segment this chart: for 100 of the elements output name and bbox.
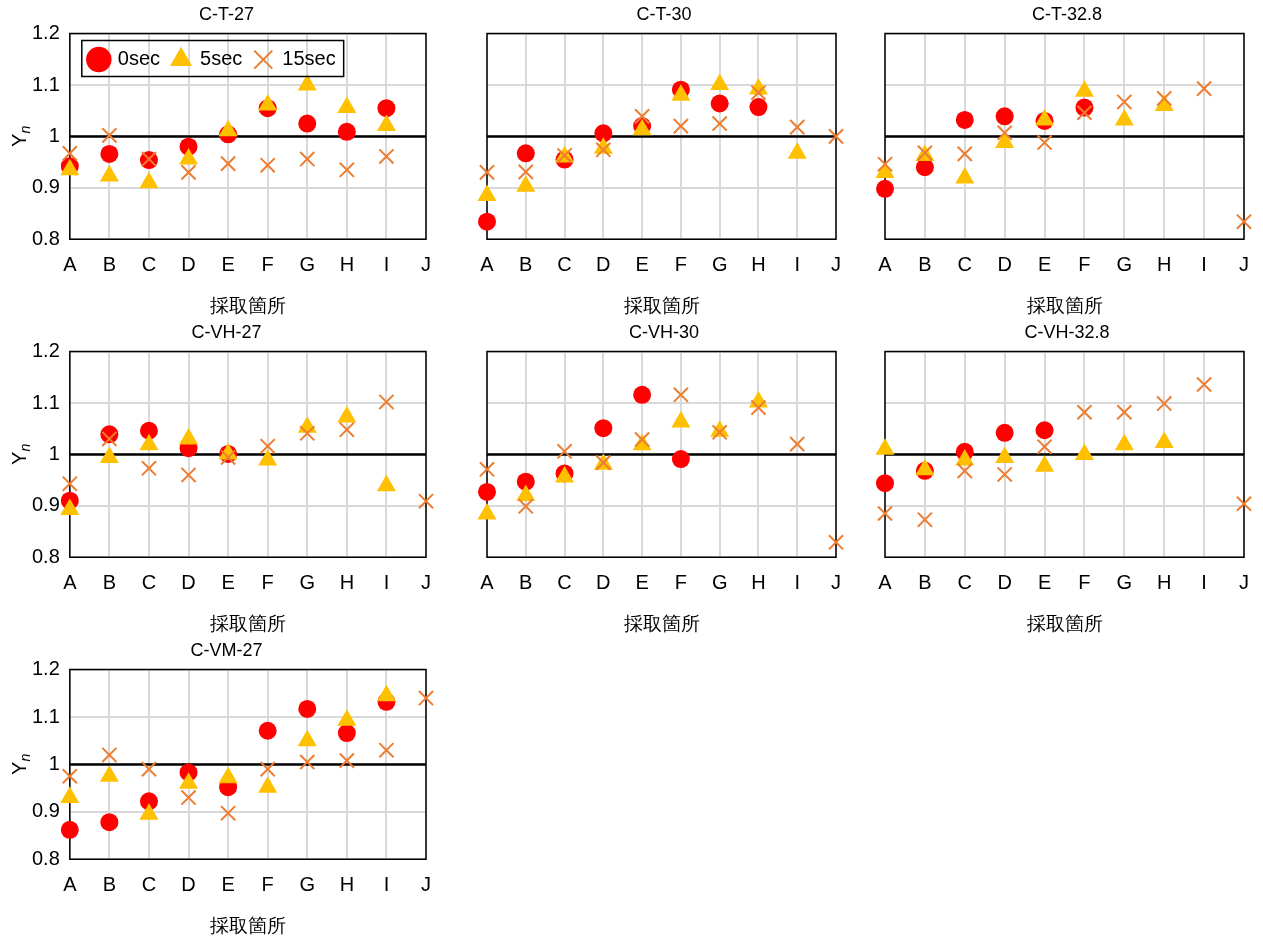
point bbox=[378, 742, 395, 759]
y-tick-label: 1.1 bbox=[31, 72, 60, 95]
point bbox=[876, 474, 894, 493]
point bbox=[789, 436, 806, 453]
point bbox=[376, 114, 396, 132]
x-tick-label: E bbox=[635, 570, 649, 593]
point bbox=[671, 450, 690, 469]
point bbox=[220, 449, 237, 466]
point bbox=[258, 94, 278, 111]
y-tick-label: 1 bbox=[48, 123, 60, 146]
x-tick-label: H bbox=[751, 252, 766, 275]
x-tick-label: G bbox=[299, 252, 316, 275]
x-tick-label: I bbox=[794, 570, 800, 593]
x-tick-label: E bbox=[221, 252, 235, 275]
x-tick-label: I bbox=[794, 252, 800, 275]
point bbox=[299, 150, 316, 168]
x-tick-label: J bbox=[831, 570, 841, 593]
point bbox=[995, 107, 1014, 126]
point bbox=[1235, 213, 1253, 230]
x-tick-label: D bbox=[181, 570, 196, 593]
y-tick-label: 0.8 bbox=[31, 544, 60, 567]
x-axis-title: 採取箇所 bbox=[623, 612, 700, 634]
point bbox=[1196, 80, 1213, 97]
point bbox=[299, 425, 316, 442]
x-tick-label: D bbox=[997, 252, 1012, 275]
point bbox=[258, 721, 277, 740]
x-tick-label: F bbox=[261, 570, 274, 593]
point bbox=[996, 124, 1013, 141]
point bbox=[1156, 90, 1173, 107]
chart-title: C-VH-32.8 bbox=[1024, 321, 1110, 342]
x-tick-label: D bbox=[596, 252, 611, 275]
point bbox=[1116, 404, 1133, 421]
y-tick-label: 0.8 bbox=[31, 846, 60, 869]
point bbox=[711, 115, 728, 132]
x-axis-title: 採取箇所 bbox=[209, 914, 286, 936]
point bbox=[516, 144, 535, 163]
point bbox=[298, 699, 317, 718]
x-tick-label: A bbox=[63, 570, 78, 593]
x-tick-label: J bbox=[421, 252, 431, 275]
y-tick-label: 1 bbox=[48, 751, 60, 774]
point bbox=[750, 84, 767, 101]
point bbox=[633, 385, 652, 404]
x-tick-label: E bbox=[221, 872, 235, 895]
point bbox=[478, 212, 496, 231]
x-tick-label: C bbox=[957, 570, 972, 593]
point bbox=[956, 145, 973, 162]
point bbox=[220, 155, 237, 172]
x-axis-title: 採取箇所 bbox=[209, 612, 286, 634]
x-tick-label: G bbox=[711, 252, 728, 275]
x-tick-label: C bbox=[557, 570, 572, 593]
point bbox=[478, 164, 496, 181]
y-tick-label: 1.2 bbox=[31, 21, 60, 44]
point bbox=[1036, 438, 1053, 455]
x-tick-label: I bbox=[383, 570, 390, 593]
y-tick-label: 1.1 bbox=[31, 390, 60, 413]
point bbox=[61, 475, 78, 492]
point bbox=[1076, 404, 1093, 421]
x-tick-label: G bbox=[299, 570, 316, 593]
x-tick-label: F bbox=[674, 252, 687, 275]
x-tick-label: F bbox=[261, 872, 274, 895]
point bbox=[789, 119, 806, 136]
point bbox=[338, 752, 355, 769]
x-tick-label: H bbox=[339, 570, 355, 593]
point bbox=[827, 534, 845, 551]
x-tick-label: J bbox=[831, 252, 841, 275]
y-tick-label: 0.8 bbox=[31, 226, 60, 249]
x-tick-label: D bbox=[181, 872, 196, 895]
x-tick-label: A bbox=[480, 252, 495, 275]
x-tick-label: J bbox=[1239, 570, 1249, 593]
point bbox=[478, 482, 496, 501]
point bbox=[876, 179, 894, 198]
x-tick-label: E bbox=[1037, 252, 1052, 275]
x-tick-label: C bbox=[957, 252, 972, 275]
x-tick-label: F bbox=[1078, 570, 1091, 593]
x-tick-label: A bbox=[480, 570, 495, 593]
chart-title: C-T-30 bbox=[636, 3, 692, 24]
point bbox=[916, 511, 933, 528]
x-axis-title: 採取箇所 bbox=[209, 294, 286, 316]
point bbox=[1036, 134, 1053, 151]
point bbox=[299, 753, 316, 771]
x-tick-label: G bbox=[711, 570, 728, 593]
x-tick-label: H bbox=[1157, 252, 1172, 275]
point bbox=[876, 156, 894, 173]
point bbox=[595, 141, 612, 158]
point bbox=[60, 820, 79, 839]
chart-title: C-T-27 bbox=[198, 3, 255, 24]
point bbox=[298, 114, 317, 133]
chart-title: C-T-32.8 bbox=[1031, 3, 1103, 24]
x-tick-label: G bbox=[299, 872, 316, 895]
point bbox=[378, 393, 395, 411]
point bbox=[259, 438, 276, 455]
chart-title: C-VM-27 bbox=[190, 639, 263, 660]
x-tick-label: F bbox=[1078, 252, 1091, 275]
point bbox=[180, 466, 197, 484]
point bbox=[517, 498, 534, 515]
x-tick-label: E bbox=[1037, 570, 1052, 593]
x-tick-label: B bbox=[519, 570, 533, 593]
x-tick-label: H bbox=[751, 570, 766, 593]
x-axis-title: 採取箇所 bbox=[1026, 294, 1103, 316]
chart-title: C-VH-30 bbox=[628, 321, 700, 342]
